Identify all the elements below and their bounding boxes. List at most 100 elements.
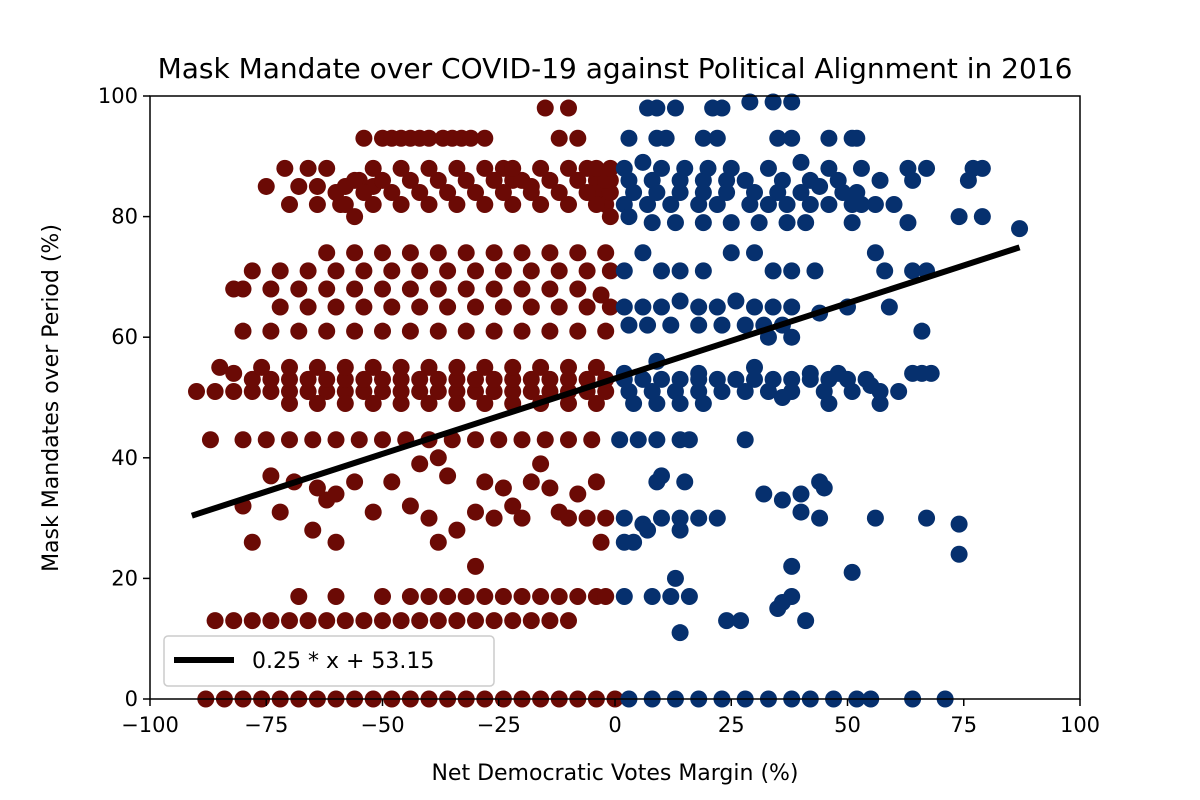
- data-point: [318, 280, 336, 298]
- data-point: [620, 208, 638, 226]
- data-point: [601, 298, 619, 316]
- data-point: [950, 545, 968, 563]
- data-point: [476, 358, 494, 376]
- data-point: [792, 485, 810, 503]
- data-point: [485, 280, 503, 298]
- data-point: [648, 431, 666, 449]
- data-point: [327, 533, 345, 551]
- data-point: [243, 370, 261, 388]
- data-point: [583, 431, 601, 449]
- data-point: [355, 183, 373, 201]
- data-point: [392, 395, 410, 413]
- data-point: [653, 509, 670, 527]
- data-point: [666, 214, 684, 232]
- data-point: [318, 159, 336, 177]
- data-point: [281, 370, 298, 388]
- data-point: [448, 159, 466, 177]
- data-point: [420, 509, 438, 527]
- data-point: [741, 93, 759, 111]
- data-point: [429, 244, 447, 262]
- data-point: [820, 159, 838, 177]
- data-point: [601, 159, 619, 177]
- data-point: [448, 358, 466, 376]
- data-point: [467, 503, 484, 521]
- data-point: [355, 382, 373, 400]
- data-point: [411, 455, 429, 473]
- data-point: [560, 159, 577, 177]
- data-point: [532, 358, 550, 376]
- data-point: [374, 280, 391, 298]
- data-point: [392, 196, 410, 214]
- data-point: [457, 244, 475, 262]
- data-point: [792, 183, 810, 201]
- data-point: [662, 316, 680, 334]
- data-point: [206, 382, 224, 400]
- data-point: [225, 382, 243, 400]
- data-point: [513, 244, 531, 262]
- data-point: [671, 521, 689, 539]
- data-point: [504, 382, 522, 400]
- data-point: [201, 431, 219, 449]
- data-point: [467, 431, 484, 449]
- fit-line: [190, 244, 1021, 519]
- data-point: [871, 171, 889, 189]
- data-point: [281, 395, 298, 413]
- data-point: [355, 612, 373, 630]
- data-point: [476, 587, 494, 605]
- data-point: [281, 431, 298, 449]
- data-point: [587, 358, 605, 376]
- data-point: [811, 509, 829, 527]
- data-point: [522, 612, 540, 630]
- data-point: [504, 196, 522, 214]
- data-point: [597, 587, 615, 605]
- data-point: [374, 587, 391, 605]
- data-point: [327, 183, 345, 201]
- data-point: [820, 129, 838, 147]
- data-point: [769, 600, 787, 618]
- data-point: [364, 503, 382, 521]
- data-point: [778, 214, 796, 232]
- data-point: [876, 262, 894, 280]
- data-point: [234, 322, 252, 340]
- data-point: [560, 358, 577, 376]
- data-point: [792, 503, 810, 521]
- data-point: [225, 612, 243, 630]
- data-point: [513, 431, 531, 449]
- data-point: [327, 431, 345, 449]
- data-point: [536, 99, 554, 117]
- data-point: [560, 395, 577, 413]
- data-point: [708, 509, 726, 527]
- data-point: [764, 93, 782, 111]
- data-point: [188, 382, 205, 400]
- data-point: [522, 370, 540, 388]
- data-point: [648, 183, 666, 201]
- data-point: [364, 358, 382, 376]
- data-point: [783, 328, 801, 346]
- data-point: [634, 298, 652, 316]
- data-point: [411, 382, 429, 400]
- x-axis: −100 −75 −50 −25 0 25 50 75 100: [121, 699, 1100, 737]
- data-point: [541, 171, 559, 189]
- data-point: [801, 364, 819, 382]
- data-point: [262, 370, 280, 388]
- data-point: [494, 479, 512, 497]
- data-point: [713, 316, 731, 334]
- data-point: [746, 358, 763, 376]
- data-point: [671, 183, 689, 201]
- data-point: [374, 244, 391, 262]
- data-point: [420, 129, 438, 147]
- data-point: [718, 612, 736, 630]
- data-point: [708, 298, 726, 316]
- data-point: [746, 370, 763, 388]
- data-point: [560, 370, 577, 388]
- data-point: [783, 370, 801, 388]
- data-point: [401, 280, 419, 298]
- data-point: [374, 612, 391, 630]
- data-point: [773, 389, 791, 406]
- data-point: [336, 395, 354, 413]
- data-point: [560, 99, 577, 117]
- data-point: [211, 358, 229, 376]
- data-point: [308, 177, 326, 195]
- data-point: [392, 382, 410, 400]
